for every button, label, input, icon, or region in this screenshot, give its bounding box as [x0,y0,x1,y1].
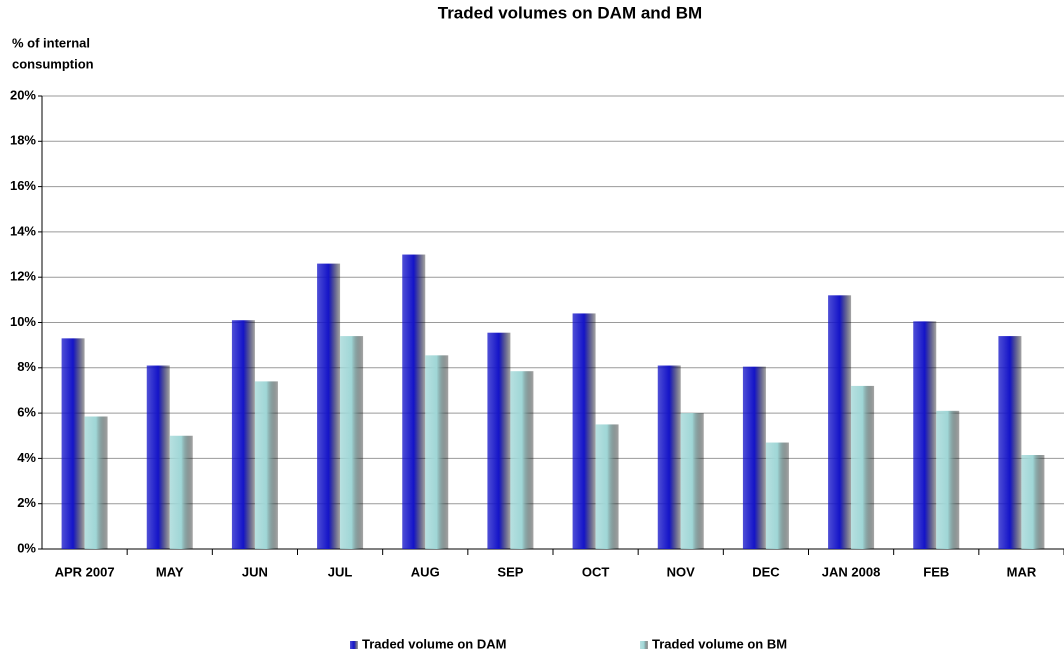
bar [169,435,193,549]
x-tick-label: MAR [1007,564,1037,579]
y-tick-label: 20% [10,87,36,102]
y-axis-label: % of internal [12,35,90,50]
x-tick-label: NOV [667,564,696,579]
y-tick-label: 10% [10,314,36,329]
bar [1021,455,1045,549]
x-tick-label: JAN 2008 [822,564,881,579]
x-tick-label: OCT [582,564,610,579]
bar [936,410,960,549]
y-tick-label: 4% [17,450,36,465]
bar [595,424,619,549]
bar [828,295,852,549]
legend-swatch [350,641,358,649]
bar [402,254,426,550]
x-tick-label: JUL [328,564,353,579]
bar [317,263,341,549]
y-tick-label: 2% [17,495,36,510]
x-tick-label: DEC [752,564,780,579]
y-tick-label: 6% [17,405,36,420]
legend-label: Traded volume on DAM [362,636,506,651]
legend-label: Traded volume on BM [652,636,787,651]
x-tick-label: JUN [242,564,268,579]
bar [425,355,449,549]
chart-title: Traded volumes on DAM and BM [438,3,702,22]
bar [487,332,511,549]
x-tick-label: MAY [156,564,184,579]
bar [657,365,681,549]
y-tick-label: 18% [10,133,36,148]
bar [254,381,278,549]
bar [61,338,85,549]
legend-swatch [640,641,648,649]
bar [851,385,875,549]
x-tick-label: AUG [411,564,440,579]
bar [146,365,170,549]
bar [742,366,766,549]
bar [510,371,534,549]
x-tick-label: APR 2007 [55,564,115,579]
y-axis-label: consumption [12,56,94,71]
y-tick-label: 8% [17,359,36,374]
y-tick-label: 16% [10,178,36,193]
bar [84,416,108,549]
bar [572,313,596,549]
y-tick-label: 0% [17,540,36,555]
bar [998,336,1022,549]
bar [680,413,704,549]
bar [231,320,255,549]
bar [913,321,937,549]
y-tick-label: 14% [10,223,36,238]
y-tick-label: 12% [10,269,36,284]
x-tick-label: FEB [923,564,949,579]
bar [340,336,364,549]
x-tick-label: SEP [497,564,523,579]
bar [765,442,789,549]
